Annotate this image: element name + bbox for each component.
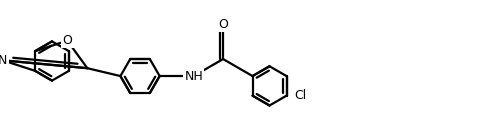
Text: O: O (62, 34, 72, 47)
Text: NH: NH (184, 70, 203, 83)
Text: N: N (0, 54, 7, 67)
Text: O: O (218, 18, 228, 31)
Text: Cl: Cl (295, 89, 307, 102)
